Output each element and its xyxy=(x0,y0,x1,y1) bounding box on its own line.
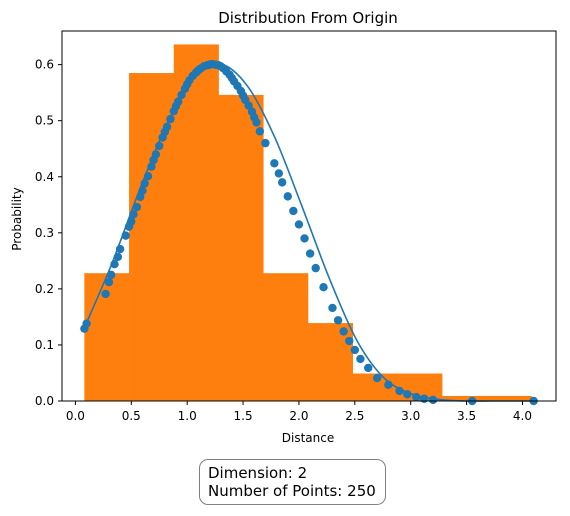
y-tick-label: 0.6 xyxy=(35,58,54,72)
dimension-line: Dimension: 2 xyxy=(208,464,376,482)
sample-point xyxy=(356,354,365,364)
x-tick-label: 2.0 xyxy=(289,409,308,423)
histogram-bar xyxy=(486,395,532,401)
sample-point xyxy=(283,192,292,201)
x-tick-label: 0.5 xyxy=(122,409,141,423)
axes-frame xyxy=(61,30,557,402)
sample-point xyxy=(143,171,153,181)
histogram-bar xyxy=(307,323,353,401)
sample-point xyxy=(113,252,123,262)
sample-point xyxy=(328,303,337,313)
sample-point xyxy=(345,336,354,346)
sample-point xyxy=(82,319,91,328)
points-label: Number of Points: xyxy=(208,482,343,500)
points-value: 250 xyxy=(347,482,376,500)
sample-point xyxy=(274,169,284,178)
sample-point xyxy=(419,394,429,403)
sample-point xyxy=(110,260,119,269)
x-tick-label: 1.0 xyxy=(178,409,197,423)
y-tick-label: 0.0 xyxy=(35,394,54,408)
sample-point xyxy=(166,114,175,124)
sample-point xyxy=(372,373,382,383)
sample-point xyxy=(395,386,404,396)
dimension-label: Dimension: xyxy=(208,464,293,482)
y-axis-label: Probability xyxy=(10,187,24,250)
sample-point xyxy=(121,231,130,240)
sample-point xyxy=(261,138,270,148)
sample-point xyxy=(138,186,147,195)
y-tick-label: 0.5 xyxy=(35,114,54,128)
plot-area xyxy=(80,44,538,406)
y-tick-label: 0.2 xyxy=(35,282,54,296)
x-axis-label: Distance xyxy=(282,431,334,445)
x-tick-label: 4.0 xyxy=(513,409,532,423)
sample-point xyxy=(155,141,164,151)
sample-point xyxy=(350,345,360,355)
sample-point xyxy=(364,363,373,373)
sample-point xyxy=(403,390,412,399)
sample-point xyxy=(311,263,320,273)
sample-point xyxy=(289,206,298,216)
sample-point xyxy=(127,217,136,226)
sample-point xyxy=(140,179,149,188)
x-tick-label: 0.0 xyxy=(66,409,85,423)
distribution-chart: Distribution From Origin 0.0 0.5 1.0 1.5 2.0… xyxy=(10,9,557,445)
sample-point xyxy=(115,244,125,254)
sample-point xyxy=(300,234,309,243)
sample-point xyxy=(255,127,265,136)
sample-point xyxy=(147,162,156,171)
y-tick-label: 0.3 xyxy=(35,226,54,240)
sample-point xyxy=(333,316,343,325)
sample-point xyxy=(132,202,142,212)
x-tick-label: 1.5 xyxy=(234,409,253,423)
info-box: Dimension: 2 Number of Points: 250 xyxy=(199,459,386,505)
sample-point xyxy=(129,210,138,219)
sample-point xyxy=(384,380,393,389)
axes: 0.0 0.5 1.0 1.5 2.0 2.5 3.0 3.5 4.0 0.0 0.1 0.2 0.3 0… xyxy=(35,30,557,423)
sample-point xyxy=(319,282,328,292)
sample-point xyxy=(428,395,438,405)
x-tick-label: 3.0 xyxy=(401,409,420,423)
sample-point xyxy=(305,249,315,258)
chart-title: Distribution From Origin xyxy=(218,9,398,27)
histogram-bar xyxy=(263,273,309,401)
sample-point xyxy=(277,178,287,187)
histogram-bar xyxy=(442,395,488,401)
y-tick-label: 0.1 xyxy=(35,338,54,352)
sample-point xyxy=(412,392,421,402)
sample-point xyxy=(162,122,172,132)
sample-point xyxy=(174,97,183,106)
sample-point xyxy=(151,150,161,159)
sample-point xyxy=(294,220,304,229)
y-tick-label: 0.4 xyxy=(35,170,54,184)
sample-point xyxy=(252,118,261,127)
x-tick-label: 2.5 xyxy=(345,409,364,423)
sample-point xyxy=(270,159,279,168)
x-tick-label: 3.5 xyxy=(457,409,476,423)
sample-point xyxy=(177,90,186,100)
sample-point xyxy=(339,327,348,336)
sample-point xyxy=(106,270,116,280)
points-line: Number of Points: 250 xyxy=(208,482,376,500)
sample-point xyxy=(104,277,114,287)
histogram-bar xyxy=(218,94,264,401)
sample-point xyxy=(244,101,253,110)
dimension-value: 2 xyxy=(297,464,308,482)
sample-point xyxy=(101,289,110,299)
